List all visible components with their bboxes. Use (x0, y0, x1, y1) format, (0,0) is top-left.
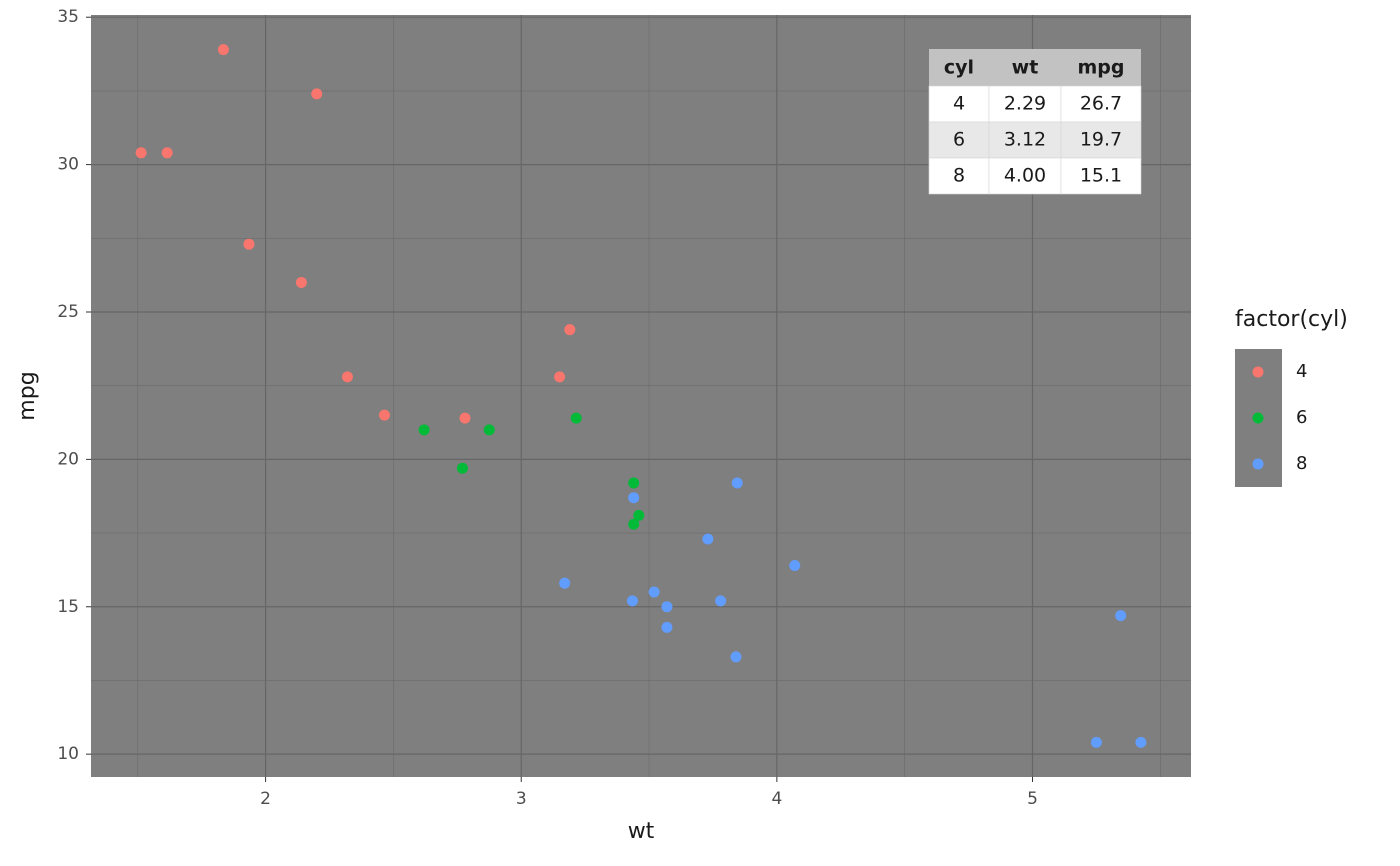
x-tick-label: 4 (771, 789, 782, 809)
legend-label: 8 (1296, 453, 1307, 474)
y-tick-label: 20 (57, 449, 79, 469)
table-header: cyl (944, 57, 974, 79)
x-tick-label: 3 (516, 789, 527, 809)
legend-title: factor(cyl) (1235, 307, 1348, 332)
point (1115, 610, 1127, 622)
table-cell (1060, 121, 1142, 159)
table-cell-text: 6 (953, 129, 965, 151)
table-cell-text: 3.12 (1004, 129, 1046, 151)
x-tick-label: 2 (260, 789, 271, 809)
table-header-cell (929, 49, 989, 86)
table-header-cell (989, 49, 1061, 86)
point (730, 651, 742, 663)
point (633, 509, 645, 521)
point (554, 371, 566, 383)
point (311, 88, 323, 100)
y-tick-label: 30 (57, 155, 79, 175)
table-cell (928, 85, 990, 123)
table-cell (1060, 85, 1142, 123)
table-header-cell (1061, 49, 1141, 86)
legend-marker (1252, 458, 1264, 470)
table-cell (988, 121, 1062, 159)
table-header: mpg (1078, 57, 1125, 79)
point (559, 577, 571, 589)
point (628, 518, 640, 530)
point (702, 533, 714, 545)
point (564, 324, 576, 336)
point (378, 409, 390, 421)
table-cell-text: 4 (953, 93, 965, 115)
point (456, 462, 468, 474)
y-tick-label: 15 (57, 597, 79, 617)
point (731, 477, 743, 489)
legend-marker (1252, 366, 1264, 378)
table-cell (988, 157, 1062, 195)
legend-label: 6 (1296, 407, 1307, 428)
table-cell (1060, 157, 1142, 195)
point (628, 477, 640, 489)
point (626, 595, 638, 607)
table-cell-text: 26.7 (1080, 93, 1122, 115)
legend-label: 4 (1296, 361, 1307, 382)
y-tick-label: 35 (57, 7, 79, 27)
table-cell-text: 4.00 (1004, 165, 1046, 187)
point (295, 277, 307, 289)
point (628, 492, 640, 504)
point (483, 424, 495, 436)
point (459, 412, 471, 424)
point (161, 147, 173, 159)
x-tick-label: 5 (1027, 789, 1038, 809)
table-cell (928, 157, 990, 195)
point (648, 586, 660, 598)
table-cell-text: 15.1 (1080, 165, 1122, 187)
point (341, 371, 353, 383)
table-cell-text: 8 (953, 165, 965, 187)
point (661, 601, 673, 613)
point (715, 595, 727, 607)
point (418, 424, 430, 436)
point (570, 412, 582, 424)
table-header: wt (1012, 57, 1039, 79)
table-cell (988, 85, 1062, 123)
table-cell-text: 19.7 (1080, 129, 1122, 151)
y-tick-label: 25 (57, 302, 79, 322)
y-axis-label: mpg (15, 371, 40, 420)
y-tick-label: 10 (57, 744, 79, 764)
point (243, 238, 255, 250)
legend-marker (1252, 412, 1264, 424)
x-axis-label: wt (628, 819, 655, 844)
point (135, 147, 147, 159)
point (1090, 736, 1102, 748)
point (789, 559, 801, 571)
point (1135, 736, 1147, 748)
point (661, 621, 673, 633)
point (217, 44, 229, 56)
table-cell-text: 2.29 (1004, 93, 1046, 115)
